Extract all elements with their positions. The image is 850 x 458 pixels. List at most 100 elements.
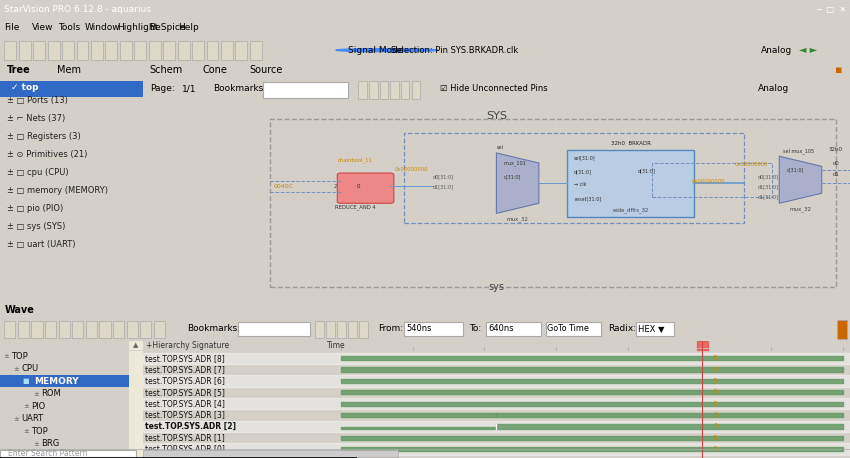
Text: ▪: ▪ (836, 65, 843, 75)
Polygon shape (779, 156, 822, 203)
Text: Help: Help (178, 23, 199, 33)
Polygon shape (496, 153, 539, 213)
Text: File: File (4, 23, 20, 33)
Text: ±: ± (23, 428, 29, 434)
Text: 0x00000000: 0x00000000 (394, 167, 428, 172)
Text: d0[31:0]: d0[31:0] (758, 174, 779, 179)
FancyBboxPatch shape (149, 41, 161, 60)
Text: GoTo Time: GoTo Time (547, 324, 589, 333)
Text: test.TOP.SYS.ADR [5]: test.TOP.SYS.ADR [5] (144, 388, 224, 397)
FancyBboxPatch shape (359, 321, 368, 338)
Text: View: View (32, 23, 54, 33)
Text: 32h0: 32h0 (829, 147, 843, 152)
Bar (697, 341, 708, 350)
Text: SYS: SYS (486, 111, 507, 121)
FancyBboxPatch shape (0, 376, 128, 387)
FancyBboxPatch shape (76, 41, 88, 60)
Text: sys: sys (489, 282, 504, 292)
FancyBboxPatch shape (128, 341, 143, 458)
Text: test.TOP.SYS.ADR [6]: test.TOP.SYS.ADR [6] (144, 376, 224, 386)
FancyBboxPatch shape (380, 81, 388, 99)
FancyBboxPatch shape (567, 150, 694, 217)
Circle shape (336, 49, 438, 52)
Text: Enter Search Pattern: Enter Search Pattern (8, 449, 88, 458)
FancyBboxPatch shape (154, 321, 165, 338)
FancyBboxPatch shape (546, 322, 601, 337)
Text: reset[31:0]: reset[31:0] (575, 196, 602, 201)
Text: d1[31:0]: d1[31:0] (433, 184, 454, 189)
FancyBboxPatch shape (0, 81, 143, 97)
Text: Analog: Analog (758, 84, 790, 93)
FancyBboxPatch shape (192, 41, 204, 60)
Text: 0: 0 (357, 184, 360, 189)
Text: mux_32: mux_32 (790, 206, 812, 212)
FancyBboxPatch shape (59, 321, 70, 338)
Text: ± □ sys (SYS): ± □ sys (SYS) (7, 222, 65, 231)
FancyBboxPatch shape (72, 321, 83, 338)
FancyBboxPatch shape (0, 451, 136, 458)
Text: d[31:0]: d[31:0] (575, 169, 592, 174)
Text: mux_101: mux_101 (503, 160, 526, 166)
Text: MEMORY: MEMORY (34, 376, 79, 386)
Text: Analog: Analog (761, 46, 792, 55)
Text: mux_32: mux_32 (507, 216, 529, 222)
FancyBboxPatch shape (404, 322, 463, 337)
Text: Radix:: Radix: (608, 324, 636, 333)
Text: ◄ ►: ◄ ► (799, 45, 817, 55)
Bar (143, 398, 850, 409)
Text: q[31:0]: q[31:0] (638, 169, 655, 174)
Text: Page:: Page: (150, 84, 174, 93)
Text: ± □ cpu (CPU): ± □ cpu (CPU) (7, 168, 69, 177)
Text: ± □ Ports (13): ± □ Ports (13) (7, 96, 68, 105)
Text: 2: 2 (334, 184, 337, 189)
FancyBboxPatch shape (207, 41, 218, 60)
Bar (143, 421, 850, 432)
Text: ✓ top: ✓ top (11, 83, 39, 93)
Text: 0: 0 (713, 435, 717, 441)
FancyBboxPatch shape (636, 322, 674, 337)
FancyBboxPatch shape (105, 41, 117, 60)
FancyBboxPatch shape (178, 41, 190, 60)
Text: → clk: → clk (575, 182, 586, 187)
FancyBboxPatch shape (134, 41, 146, 60)
Text: CPU: CPU (21, 364, 38, 373)
FancyBboxPatch shape (314, 321, 324, 338)
Text: 32h0  BRKADR: 32h0 BRKADR (611, 141, 651, 146)
FancyBboxPatch shape (18, 321, 29, 338)
FancyBboxPatch shape (221, 41, 233, 60)
FancyBboxPatch shape (238, 322, 310, 337)
Text: c[31:0]: c[31:0] (503, 174, 521, 179)
Text: HEX ▼: HEX ▼ (638, 324, 664, 333)
Text: ± ⌐ Nets (37): ± ⌐ Nets (37) (7, 114, 65, 123)
Text: UART: UART (21, 414, 43, 423)
Text: 0040C: 0040C (274, 184, 293, 189)
Text: d1[31:0]: d1[31:0] (758, 194, 779, 199)
Text: test.TOP.SYS.ADR [4]: test.TOP.SYS.ADR [4] (144, 399, 224, 408)
FancyBboxPatch shape (4, 321, 15, 338)
Text: chainbool_11: chainbool_11 (337, 157, 372, 163)
Text: Cone: Cone (203, 65, 228, 75)
FancyBboxPatch shape (99, 321, 110, 338)
Text: 1: 1 (713, 412, 717, 418)
Text: ±: ± (33, 391, 39, 397)
Text: test.TOP.SYS.ADR [1]: test.TOP.SYS.ADR [1] (144, 433, 224, 442)
FancyBboxPatch shape (48, 41, 60, 60)
Text: ▲: ▲ (133, 343, 139, 349)
FancyBboxPatch shape (369, 81, 377, 99)
Text: ■: ■ (23, 378, 30, 384)
FancyBboxPatch shape (326, 321, 335, 338)
FancyBboxPatch shape (390, 81, 399, 99)
FancyBboxPatch shape (163, 41, 175, 60)
Text: BRG: BRG (42, 439, 60, 448)
Text: sel: sel (496, 145, 503, 150)
Text: +Hierarchy Signature: +Hierarchy Signature (146, 341, 230, 350)
Text: StarVision PRO 6.12.8 - aquarius: StarVision PRO 6.12.8 - aquarius (4, 5, 151, 14)
Text: To:: To: (469, 324, 481, 333)
FancyBboxPatch shape (4, 41, 16, 60)
Text: test.TOP.SYS.ADR [3]: test.TOP.SYS.ADR [3] (144, 410, 224, 420)
Text: BeSpice: BeSpice (149, 23, 185, 33)
FancyBboxPatch shape (250, 41, 262, 60)
Text: From:: From: (378, 324, 404, 333)
FancyBboxPatch shape (86, 321, 97, 338)
Text: ±: ± (23, 403, 29, 409)
